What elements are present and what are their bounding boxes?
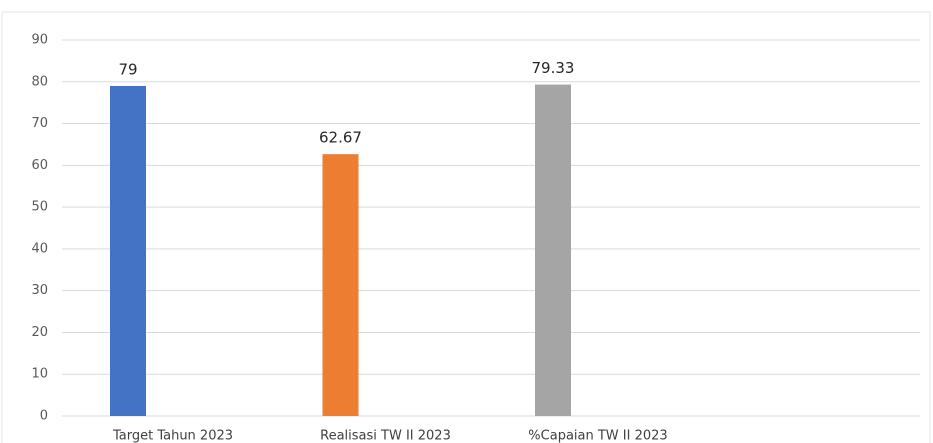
bar [110, 85, 146, 416]
y-tick-label: 40 [31, 241, 48, 256]
x-tick-label: Target Tahun 2023 [112, 429, 233, 443]
y-tick-label: 10 [31, 367, 48, 382]
y-tick-label: 60 [31, 158, 48, 173]
y-tick-label: 0 [40, 409, 48, 424]
bar [322, 154, 359, 417]
y-tick-label: 30 [31, 283, 48, 298]
value-label: 79.33 [532, 59, 575, 77]
y-tick-label: 50 [31, 200, 48, 215]
x-tick-label: %Capaian TW II 2023 [528, 429, 667, 443]
y-tick-label: 90 [31, 33, 48, 48]
y-tick-label: 70 [31, 116, 48, 131]
value-label: 79 [118, 60, 137, 78]
y-tick-label: 20 [31, 325, 48, 340]
bar [535, 84, 571, 416]
y-tick-label: 80 [31, 74, 48, 89]
value-label: 62.67 [319, 129, 362, 147]
x-tick-label: Realisasi TW II 2023 [320, 429, 451, 443]
chart-border [1, 11, 931, 443]
